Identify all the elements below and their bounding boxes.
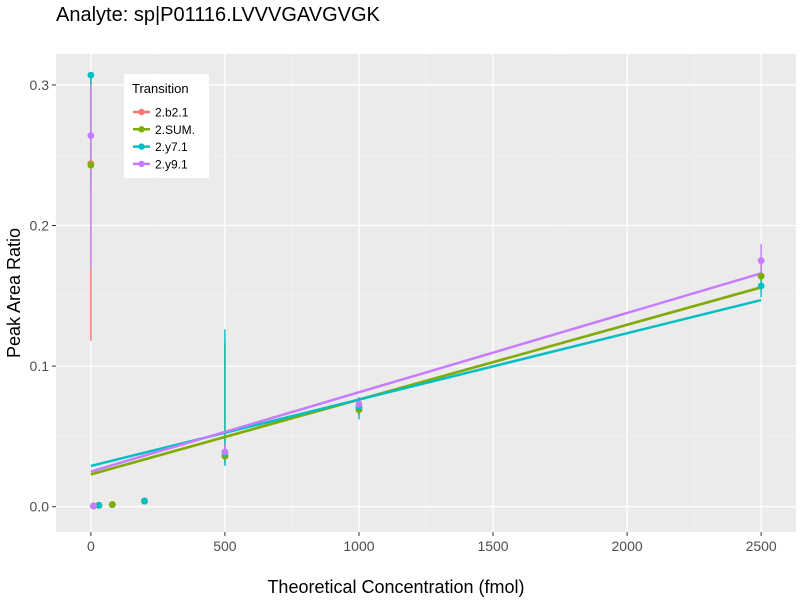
x-tick-label: 1000 (343, 538, 374, 554)
data-point-2-y7-1 (757, 282, 765, 290)
legend-key-point-2-y7-1 (138, 143, 145, 150)
legend-box (124, 74, 209, 178)
legend-label-2-b2-1: 2.b2.1 (155, 106, 189, 120)
x-tick-label: 2500 (746, 538, 777, 554)
data-point-2-sum (87, 161, 95, 169)
legend-key-point-2-sum (138, 126, 145, 133)
data-point-2-y9-1 (87, 132, 95, 139)
x-tick-label: 2000 (612, 538, 643, 554)
y-tick-label: 0.2 (30, 218, 50, 234)
data-point-2-y9-1 (90, 502, 97, 510)
y-tick-label: 0.1 (30, 358, 50, 374)
data-point-2-sum (108, 501, 116, 508)
fit-line-2-sum (90, 286, 762, 476)
data-point-2-sum (757, 272, 765, 280)
legend-label-2-y9-1: 2.y9.1 (155, 157, 188, 171)
fit-line-layer (90, 272, 762, 476)
data-point-2-y7-1 (87, 71, 95, 79)
legend-key-point-2-y9-1 (138, 160, 145, 168)
x-tick-label: 0 (87, 538, 95, 554)
error-bar-layer (90, 75, 762, 507)
x-axis-title: Theoretical Concentration (fmol) (267, 577, 524, 597)
data-point-2-y7-1 (141, 497, 148, 505)
y-axis-title: Peak Area Ratio (4, 228, 24, 358)
axis-layer: 0 500 1000 1500 2000 2500 0.0 0.1 0.2 0.3 (30, 77, 777, 554)
data-point-2-y9-1 (221, 448, 229, 456)
legend-label-2-sum: 2.SUM. (155, 123, 195, 137)
x-tick-label: 1500 (477, 538, 508, 554)
legend-title: Transition (132, 81, 189, 96)
data-point-2-y7-1 (95, 501, 103, 509)
legend-items: 2.b2.1 2.SUM. 2.y7.1 2.y9.1 (133, 106, 195, 171)
fit-line-2-y9-1 (90, 272, 762, 473)
chart-title: Analyte: sp|P01116.LVVVGAVGVGK (56, 4, 381, 26)
legend: Transition 2.b2.1 2.SUM. 2.y7.1 2.y9.1 (124, 74, 209, 178)
y-tick-label: 0.0 (30, 499, 50, 515)
y-tick-label: 0.3 (30, 77, 50, 93)
data-point-2-y9-1 (757, 257, 765, 265)
data-point-2-y9-1 (355, 400, 363, 408)
point-layer (87, 71, 765, 510)
x-tick-label: 500 (213, 538, 237, 554)
legend-key-point-2-b2-1 (138, 108, 145, 116)
legend-label-2-y7-1: 2.y7.1 (155, 140, 188, 154)
